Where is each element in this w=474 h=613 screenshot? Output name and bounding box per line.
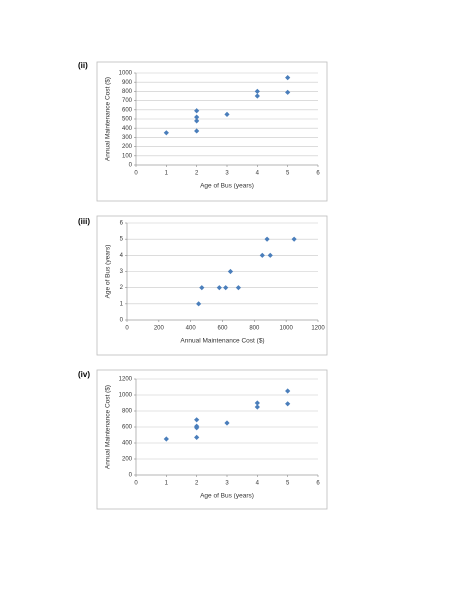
y-tick-label: 700 <box>122 98 133 104</box>
y-tick-label: 1000 <box>119 393 133 399</box>
data-point <box>254 400 260 406</box>
x-tick-label: 1000 <box>279 326 293 332</box>
y-tick-label: 500 <box>122 117 133 123</box>
data-point <box>194 118 200 124</box>
data-point <box>196 301 202 307</box>
chart-label: (iv) <box>78 370 90 379</box>
x-tick-label: 600 <box>217 326 228 332</box>
data-point <box>254 88 260 94</box>
y-tick-label: 1200 <box>119 377 133 383</box>
data-point <box>216 285 222 291</box>
x-tick-label: 800 <box>249 326 260 332</box>
x-tick-label: 5 <box>286 481 290 487</box>
data-point <box>194 108 200 114</box>
x-tick-label: 4 <box>256 171 260 177</box>
data-point <box>194 417 200 423</box>
x-tick-label: 3 <box>225 481 229 487</box>
chart-label: (iii) <box>78 217 90 226</box>
chart: (ii) 0 100 200 300 400 500 600 700 800 900 1000 0 1 2 3… <box>78 61 328 202</box>
data-point <box>224 420 230 426</box>
x-tick-label: 6 <box>316 171 320 177</box>
data-point <box>194 425 200 431</box>
chart-frame <box>96 61 328 202</box>
x-tick-label: 0 <box>134 171 138 177</box>
y-tick-label: 0 <box>120 318 124 324</box>
y-tick-label: 0 <box>129 163 133 169</box>
x-tick-label: 200 <box>154 326 165 332</box>
y-tick-label: 3 <box>120 269 124 275</box>
x-tick-label: 0 <box>134 481 138 487</box>
chart-frame <box>96 369 328 510</box>
y-axis-title: Age of Bus (years) <box>105 245 112 299</box>
y-tick-label: 300 <box>122 135 133 141</box>
y-tick-label: 800 <box>122 409 133 415</box>
data-point <box>235 285 242 291</box>
data-point <box>285 388 291 394</box>
chart: (iv) 0 200 400 600 800 1000 1200 0 1 2 3 4 5 6 Age of B… <box>78 369 328 510</box>
data-point <box>254 93 260 99</box>
y-tick-label: 1000 <box>119 71 133 77</box>
y-tick-label: 600 <box>122 425 133 431</box>
y-tick-label: 600 <box>122 107 133 113</box>
y-tick-label: 400 <box>122 441 133 447</box>
data-point <box>194 434 200 440</box>
x-tick-label: 2 <box>195 481 199 487</box>
y-tick-label: 100 <box>122 153 133 159</box>
data-point <box>285 75 291 81</box>
chart-frame <box>96 215 328 356</box>
x-tick-label: 6 <box>316 481 320 487</box>
chart-label: (ii) <box>78 61 88 70</box>
y-tick-label: 200 <box>122 144 133 150</box>
y-tick-label: 2 <box>120 285 124 291</box>
data-point <box>254 404 260 410</box>
y-tick-label: 900 <box>122 80 133 86</box>
y-tick-label: 6 <box>120 221 124 227</box>
data-point <box>194 114 200 120</box>
data-point <box>291 236 297 242</box>
y-axis-title: Annual Maintenance Cost ($) <box>105 385 112 469</box>
y-tick-label: 400 <box>122 126 133 132</box>
data-point <box>163 436 169 442</box>
data-point <box>223 285 229 291</box>
x-tick-label: 1 <box>165 171 169 177</box>
y-tick-label: 0 <box>129 473 133 479</box>
x-tick-label: 2 <box>195 171 199 177</box>
y-tick-label: 5 <box>120 237 124 243</box>
x-axis-title: Annual Maintenance Cost ($) <box>180 338 264 345</box>
data-point <box>194 128 200 134</box>
x-tick-label: 1200 <box>311 326 325 332</box>
x-tick-label: 400 <box>186 326 197 332</box>
data-point <box>199 285 205 291</box>
chart: (iii) 0 1 2 3 4 5 6 0 200 400 600 800 1000 1200 Annual … <box>78 215 328 356</box>
data-point <box>224 111 230 117</box>
y-tick-label: 4 <box>120 253 124 259</box>
data-point <box>267 252 273 258</box>
data-point <box>259 252 265 258</box>
x-tick-label: 5 <box>286 171 290 177</box>
y-axis-title: Annual Maintenance Cost ($) <box>105 77 112 161</box>
x-tick-label: 4 <box>256 481 260 487</box>
y-tick-label: 200 <box>122 457 133 463</box>
data-point <box>163 130 169 136</box>
y-tick-label: 1 <box>120 301 124 307</box>
data-point <box>285 89 291 95</box>
y-tick-label: 800 <box>122 89 133 95</box>
data-point <box>285 401 291 407</box>
x-axis-title: Age of Bus (years) <box>200 493 254 500</box>
x-tick-label: 3 <box>225 171 229 177</box>
x-axis-title: Age of Bus (years) <box>200 183 254 190</box>
data-point <box>227 268 234 275</box>
x-tick-label: 0 <box>125 326 129 332</box>
x-tick-label: 1 <box>165 481 169 487</box>
data-point <box>264 236 270 242</box>
